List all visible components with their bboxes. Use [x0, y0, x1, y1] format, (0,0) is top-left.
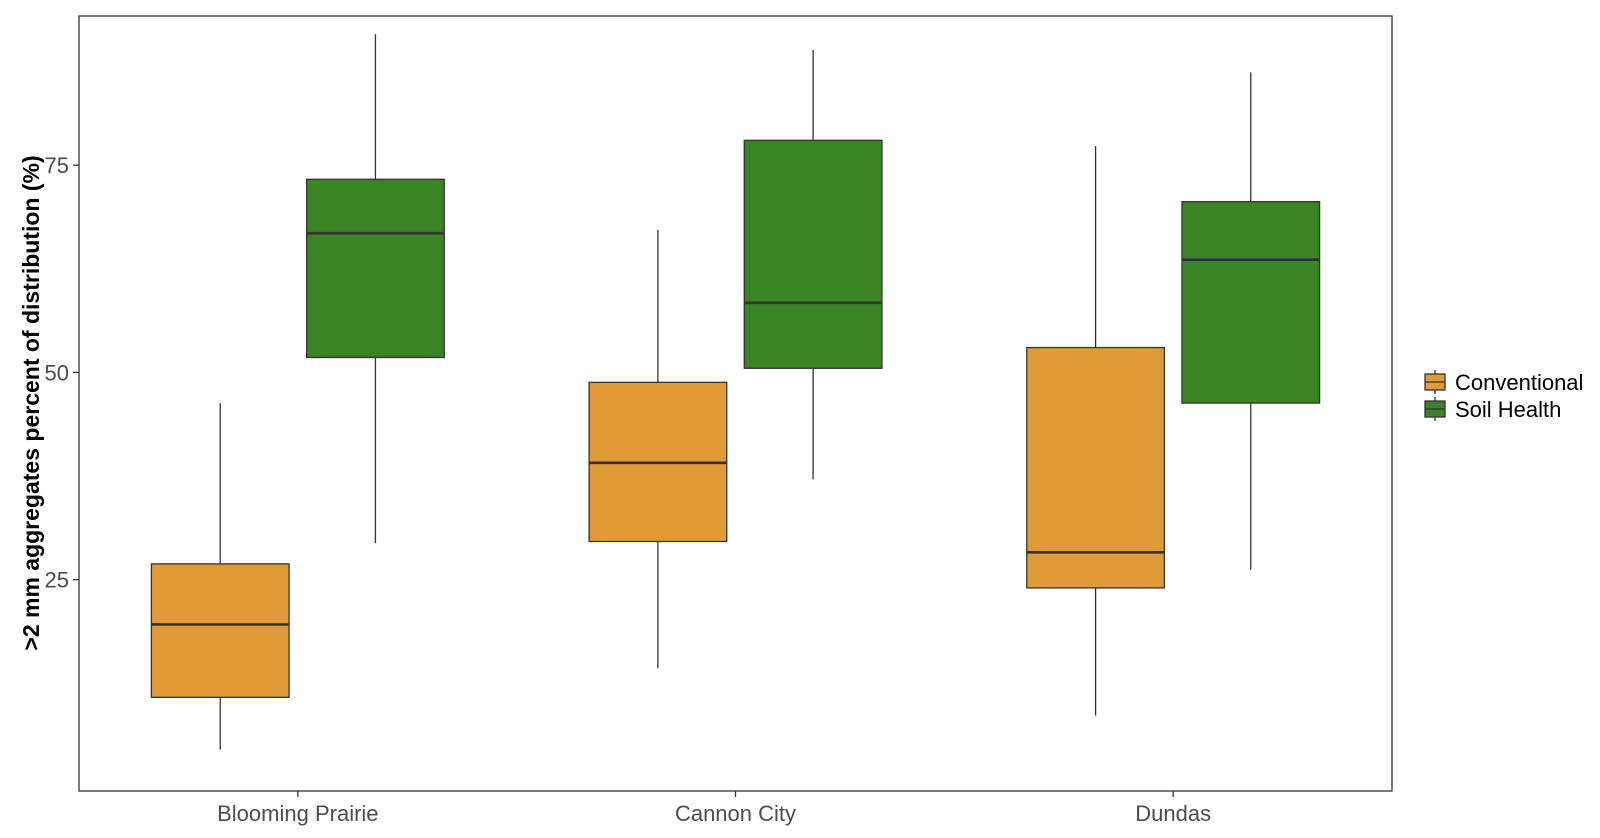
- y-tick-label-50: 50: [45, 360, 69, 385]
- box-body: [1181, 201, 1321, 404]
- x-tick-label-2: Dundas: [1135, 801, 1211, 826]
- x-tick-label-0: Blooming Prairie: [217, 801, 378, 826]
- x-axis-ticks: Blooming Prairie Cannon City Dundas: [217, 791, 1211, 826]
- y-tick-label-75: 75: [45, 153, 69, 178]
- legend-label: Soil Health: [1455, 397, 1561, 422]
- box-conventional-0: [150, 403, 290, 750]
- box-body: [305, 178, 445, 359]
- box-soil-health-2: [1181, 72, 1321, 570]
- box-body: [150, 563, 290, 698]
- box-conventional-2: [1026, 146, 1166, 716]
- y-tick-label-25: 25: [45, 568, 69, 593]
- box-marks: [150, 34, 1321, 750]
- panel-border: [78, 15, 1393, 792]
- box-conventional-1: [588, 229, 728, 669]
- legend-item-soil-health: Soil Health: [1424, 397, 1561, 422]
- legend-label: Conventional: [1455, 370, 1583, 395]
- y-axis-ticks: 25 50 75: [45, 153, 79, 593]
- y-axis-title: >2 mm aggregates percent of distribution…: [18, 155, 44, 650]
- box-body: [1026, 346, 1166, 589]
- box-body: [743, 139, 883, 369]
- x-tick-label-1: Cannon City: [675, 801, 796, 826]
- box-soil-health-0: [305, 34, 445, 544]
- box-soil-health-1: [743, 49, 883, 480]
- legend-item-conventional: Conventional: [1424, 370, 1583, 395]
